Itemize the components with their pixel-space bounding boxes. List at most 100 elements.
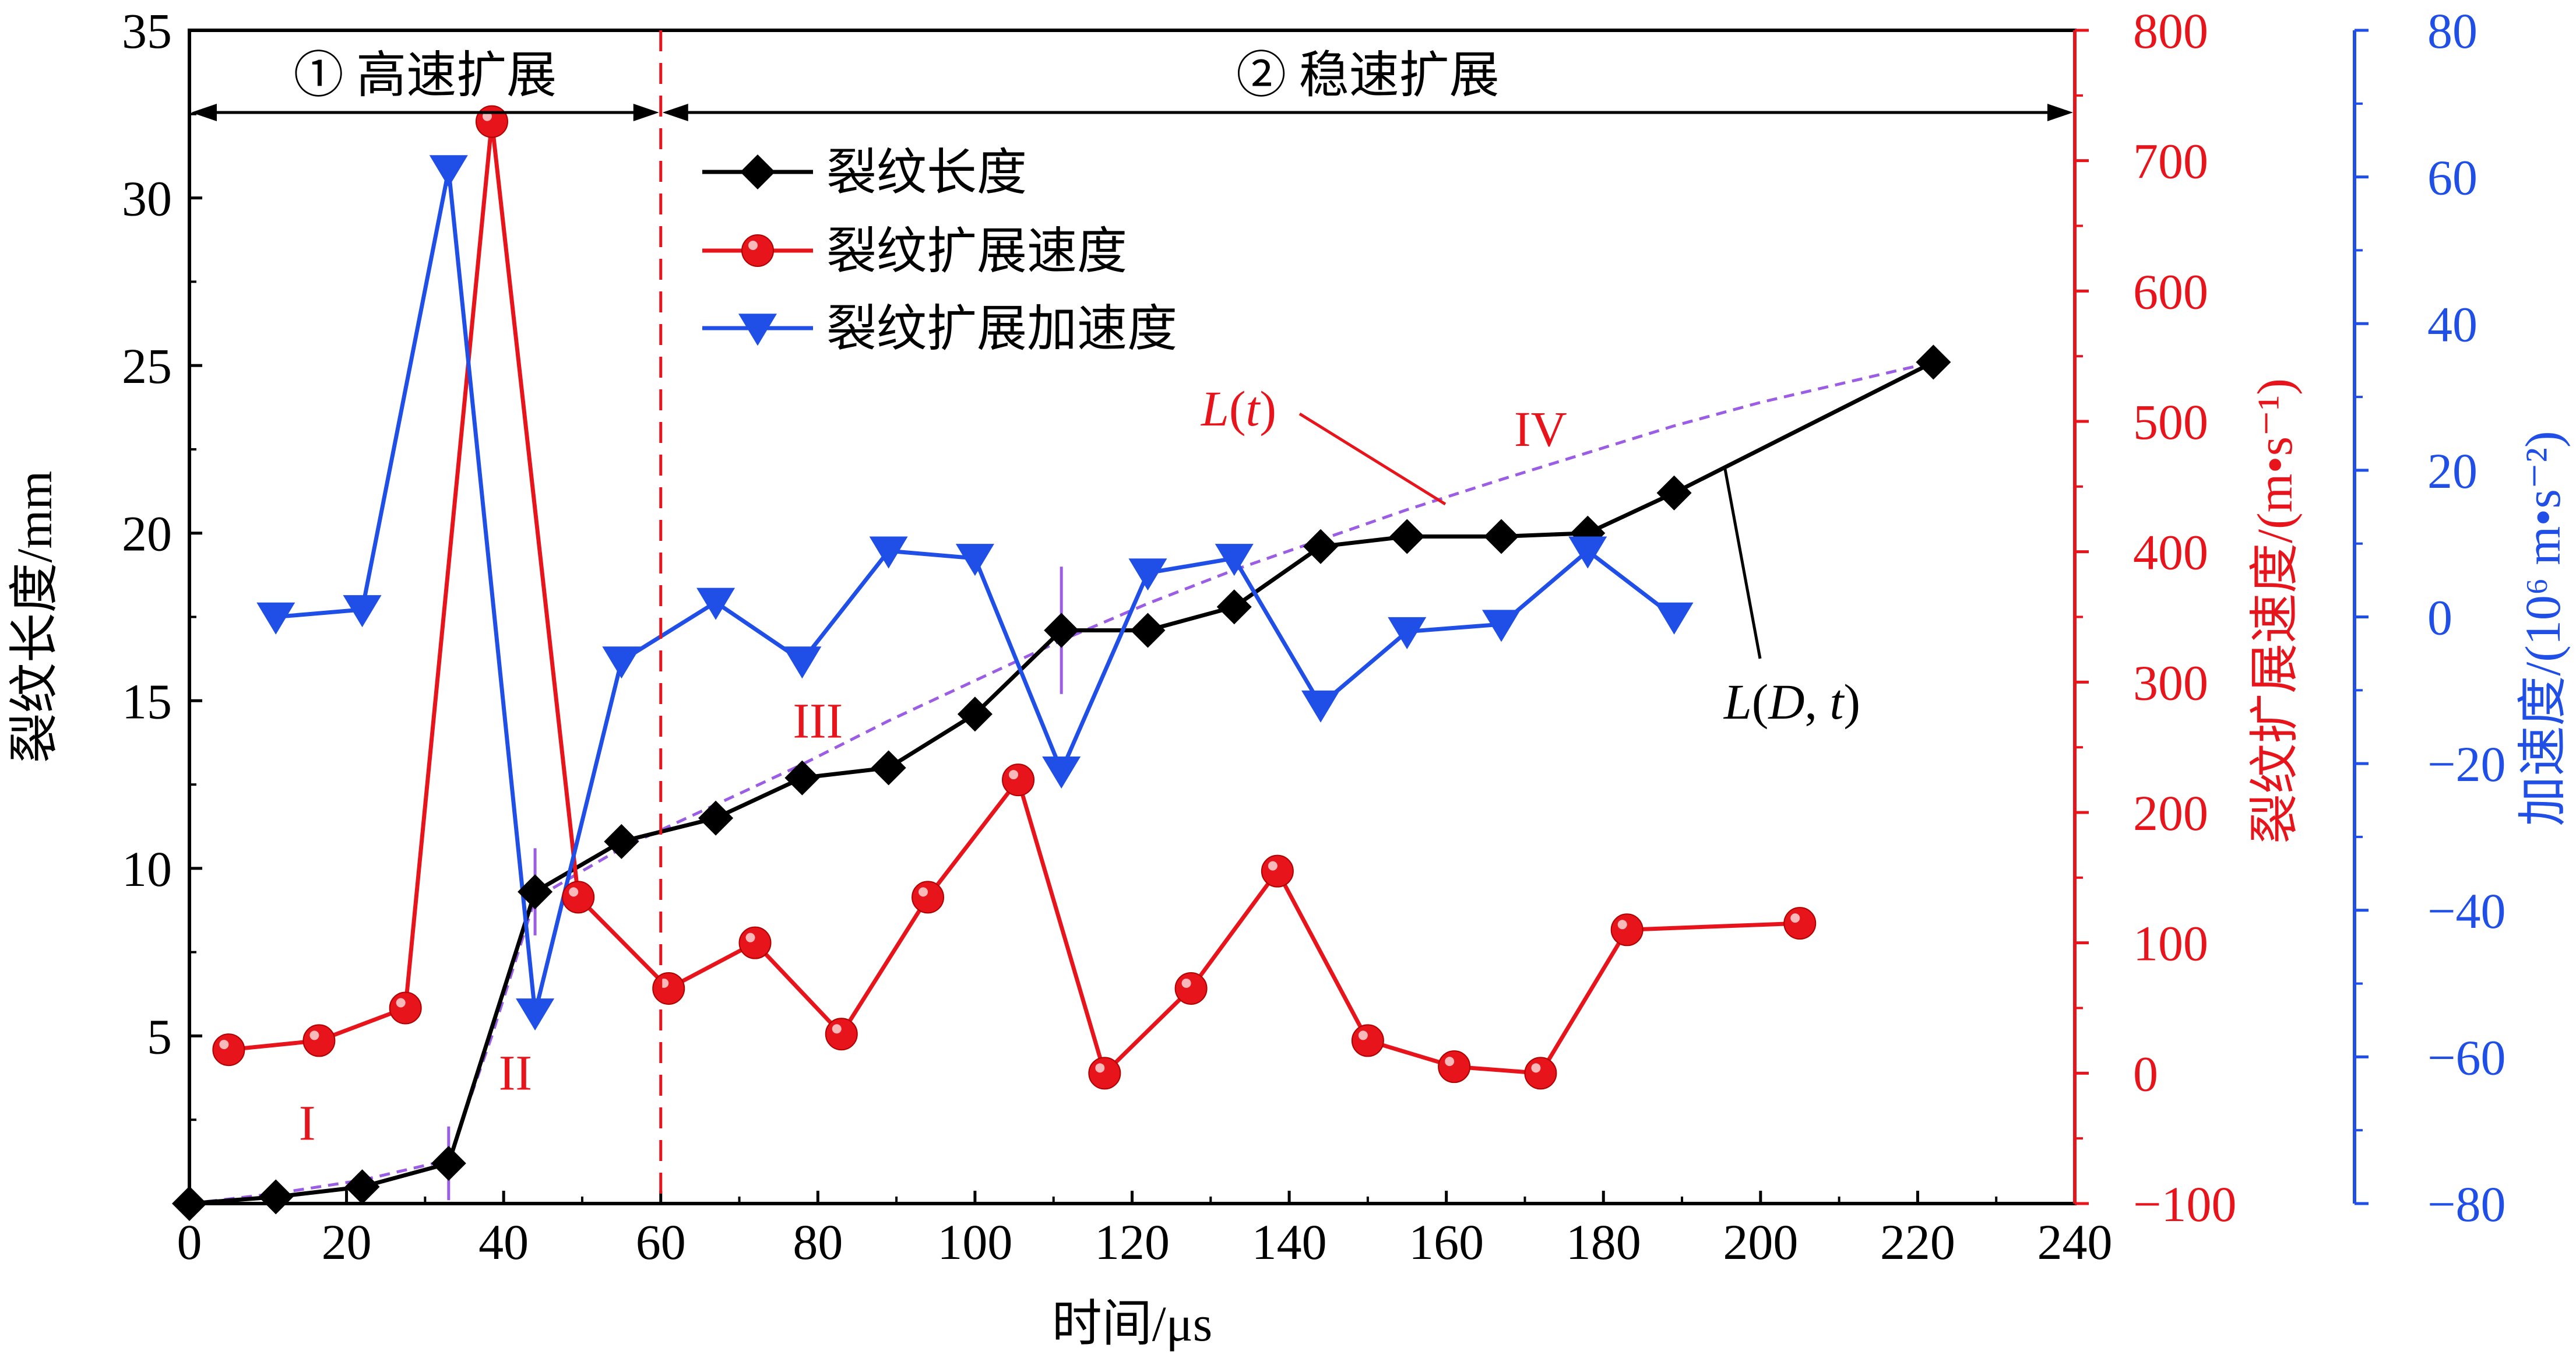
fit-line-annotation: L(t): [1200, 381, 1276, 437]
region-label: ② 稳速扩展: [1236, 47, 1500, 103]
series-0-point: [258, 1179, 294, 1215]
y-left-tick-label: 15: [122, 673, 172, 729]
x-tick-label: 100: [937, 1214, 1012, 1270]
series-0-point: [957, 696, 993, 732]
x-tick-label: 20: [322, 1214, 372, 1270]
series-1-point: [1783, 907, 1817, 940]
series-1-point-highlight: [1790, 913, 1800, 923]
y-right1-tick-label: 400: [2133, 525, 2208, 581]
x-tick-label: 80: [793, 1214, 843, 1270]
stage-label: IV: [1514, 401, 1567, 457]
legend-marker: [741, 234, 774, 267]
y-right1-tick-label: 100: [2133, 916, 2208, 972]
x-tick-label: 180: [1566, 1214, 1641, 1270]
series-1-point-highlight: [309, 1030, 319, 1040]
y-left-tick-label: 35: [122, 3, 172, 59]
region-label: ① 高速扩展: [294, 47, 557, 103]
series-0-point: [1130, 613, 1166, 648]
x-tick-label: 60: [636, 1214, 686, 1270]
y-right2-tick-label: 0: [2427, 590, 2452, 646]
y-left-axis-title: 裂纹长度/mm: [6, 471, 62, 764]
series-1-point: [212, 1033, 245, 1067]
legend-entry-label: 裂纹长度: [826, 145, 1027, 200]
series-1-point-highlight: [832, 1024, 842, 1034]
x-tick-label: 140: [1252, 1214, 1327, 1270]
regions-layer: ① 高速扩展 ② 稳速扩展: [191, 30, 2073, 1204]
series-1-point-highlight: [219, 1040, 229, 1050]
series-0-point: [784, 760, 820, 796]
series-1-point-highlight: [1095, 1063, 1105, 1073]
y-right1-tick-label: 500: [2133, 394, 2208, 450]
y-right2-tick-label: 80: [2427, 3, 2478, 59]
x-tick-label: 0: [177, 1214, 202, 1270]
series-2-point: [1655, 602, 1694, 635]
series-0-point: [1044, 613, 1079, 648]
series-line-2: [275, 167, 1676, 1015]
x-tick-label: 120: [1095, 1214, 1170, 1270]
y-right2-axis-title: 加速度/(10⁶ m•s⁻²): [2515, 431, 2571, 826]
series-2-point: [516, 998, 555, 1031]
x-tick-label: 200: [1723, 1214, 1798, 1270]
axes-layer: 020406080100120140160180200220240时间/μs05…: [6, 3, 2571, 1352]
stage-label: I: [299, 1095, 316, 1151]
y-left-tick-label: 20: [122, 506, 172, 562]
series-0-point: [1303, 529, 1338, 564]
x-tick-label: 160: [1409, 1214, 1484, 1270]
region-arrow-head: [662, 104, 688, 121]
series-1-point: [562, 881, 595, 914]
series-1-point-highlight: [396, 998, 406, 1008]
y-right1-tick-label: 700: [2133, 133, 2208, 189]
series-1-point-highlight: [1358, 1030, 1368, 1040]
x-tick-label: 220: [1880, 1214, 1955, 1270]
series-1-point-highlight: [1531, 1063, 1541, 1073]
series-2-point: [1301, 690, 1340, 723]
series-0-point: [344, 1169, 380, 1205]
series-2-point: [1215, 544, 1254, 576]
region-arrow-head: [2047, 104, 2073, 121]
y-right2-tick-label: −20: [2427, 736, 2506, 792]
y-left-tick-label: 30: [122, 171, 172, 227]
y-left-tick-label: 5: [147, 1008, 172, 1064]
series-2-point: [602, 646, 641, 679]
y-right2-tick-label: −60: [2427, 1029, 2506, 1085]
series-0-point: [1216, 589, 1252, 625]
y-right1-axis-title: 裂纹扩展速度/(m•s⁻¹): [2247, 378, 2303, 844]
series-1-point: [1610, 913, 1644, 947]
series-0-point: [431, 1145, 466, 1181]
region-arrow-head: [191, 104, 217, 121]
stage-label: II: [499, 1044, 532, 1100]
x-tick-label: 40: [478, 1214, 529, 1270]
series-1-point-highlight: [1009, 770, 1019, 780]
series-0-point: [1916, 344, 1951, 380]
series-1-point: [652, 972, 685, 1005]
y-right1-tick-label: −100: [2133, 1176, 2237, 1232]
series-1-point: [1088, 1057, 1121, 1090]
series-2-point: [256, 602, 295, 635]
series-2-point: [696, 587, 736, 620]
series-1-point-highlight: [919, 887, 928, 897]
region-arrow-head: [633, 104, 659, 121]
plot-frame: [188, 29, 2077, 1205]
y-right1-tick-label: 200: [2133, 785, 2208, 841]
y-right1-tick-label: 800: [2133, 3, 2208, 59]
series-2-point: [343, 595, 382, 628]
series-1-point: [1002, 764, 1035, 797]
x-axis-title: 时间/μs: [1052, 1296, 1212, 1352]
series-1-point: [302, 1024, 336, 1057]
series-2-point: [429, 155, 468, 188]
series-1-point-highlight: [1181, 978, 1191, 988]
series-1-point: [738, 926, 772, 959]
series-1-point-highlight: [569, 887, 579, 897]
series-0-point: [698, 800, 734, 836]
series-2-point: [955, 544, 994, 576]
series-0-point: [518, 874, 553, 910]
legend-marker-highlight: [748, 241, 758, 250]
series-1-point: [825, 1018, 858, 1051]
y-right2-tick-label: 60: [2427, 150, 2478, 206]
series-2-point: [783, 646, 822, 679]
series-2-point: [1042, 756, 1081, 789]
y-right2-tick-label: 20: [2427, 443, 2478, 499]
